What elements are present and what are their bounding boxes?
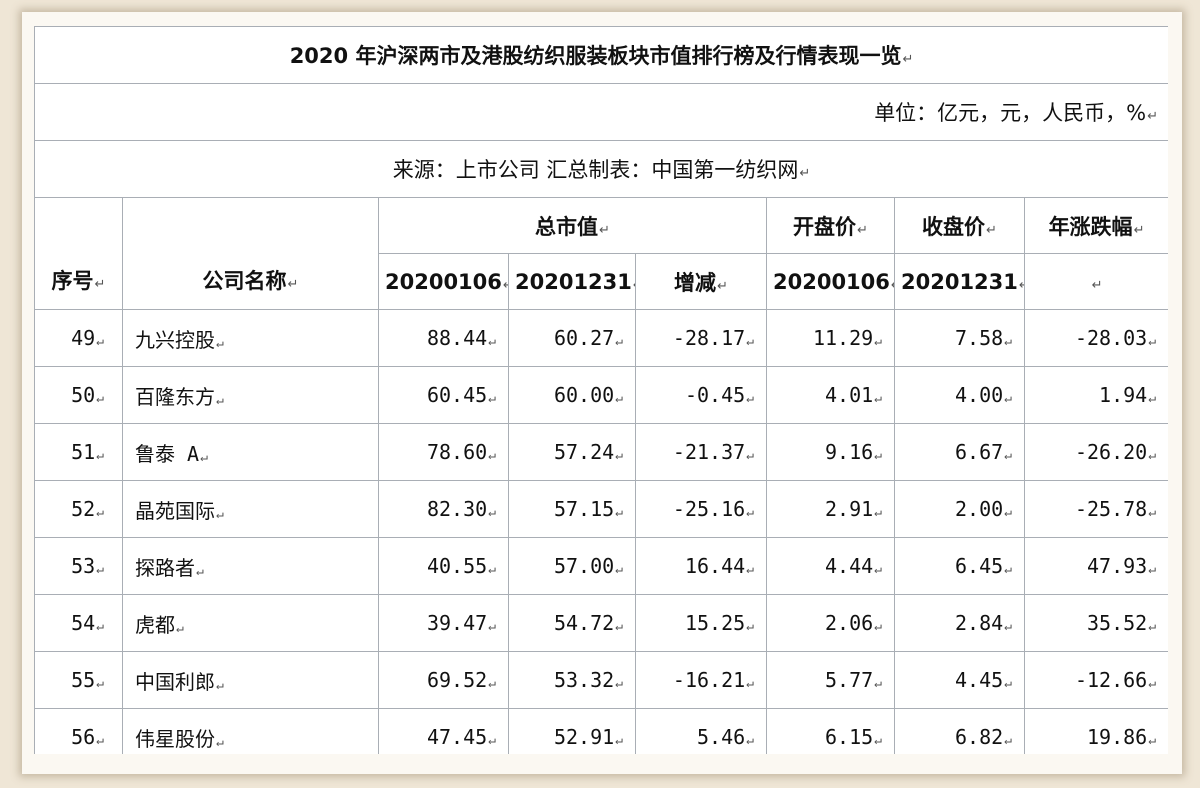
cell-cap-diff: -21.37↵ [635, 423, 767, 481]
cell-open-price: 4.44↵ [766, 537, 895, 595]
header-company-name: 公司名称↵ [122, 197, 379, 310]
cell-seq: 50↵ [34, 366, 123, 424]
cell-cap-end: 54.72↵ [508, 594, 636, 652]
cell-cap-diff: -16.21↵ [635, 651, 767, 709]
cell-annual-change: -25.78↵ [1023, 480, 1168, 538]
header-close-date: 20201231↵ [894, 253, 1025, 310]
cell-seq: 56↵ [34, 708, 123, 754]
cell-annual-change: -28.03↵ [1023, 309, 1168, 367]
cell-company-name: 伟星股份↵ [122, 708, 379, 754]
cell-seq: 52↵ [34, 480, 123, 538]
cell-cap-start: 78.60↵ [378, 423, 509, 481]
cell-close-price: 7.58↵ [894, 309, 1025, 367]
cell-company-name: 中国利郎↵ [122, 651, 379, 709]
cell-close-price: 6.45↵ [894, 537, 1025, 595]
cell-open-price: 11.29↵ [766, 309, 895, 367]
cell-annual-change: 47.93↵ [1023, 537, 1168, 595]
cell-cap-start: 88.44↵ [378, 309, 509, 367]
cell-seq: 51↵ [34, 423, 123, 481]
table-row: 55↵ 中国利郎↵ 69.52↵ 53.32↵ -16.21↵ 5.77↵ 4.45↵ -12… [34, 651, 1168, 709]
cell-cap-start: 60.45↵ [378, 366, 509, 424]
table-row: 50↵ 百隆东方↵ 60.45↵ 60.00↵ -0.45↵ 4.01↵ 4.00↵ 1.94… [34, 366, 1168, 424]
unit-note: 单位：亿元，元，人民币，%↵ [34, 83, 1168, 141]
header-change-blank: ↵ [1023, 253, 1168, 310]
cell-cap-start: 82.30↵ [378, 480, 509, 538]
table-row: 52↵ 晶苑国际↵ 82.30↵ 57.15↵ -25.16↵ 2.91↵ 2.00↵ -25… [34, 480, 1168, 538]
cell-company-name: 九兴控股↵ [122, 309, 379, 367]
header-open-price: 开盘价↵ [766, 197, 895, 254]
cell-annual-change: 19.86↵ [1023, 708, 1168, 754]
cell-close-price: 2.00↵ [894, 480, 1025, 538]
cell-cap-diff: -28.17↵ [635, 309, 767, 367]
cell-close-price: 6.82↵ [894, 708, 1025, 754]
cell-seq: 55↵ [34, 651, 123, 709]
cell-company-name: 百隆东方↵ [122, 366, 379, 424]
cell-cap-end: 60.00↵ [508, 366, 636, 424]
cell-seq: 49↵ [34, 309, 123, 367]
cell-cap-diff: 5.46↵ [635, 708, 767, 754]
cell-cap-diff: -25.16↵ [635, 480, 767, 538]
cell-close-price: 4.00↵ [894, 366, 1025, 424]
table-row: 51↵ 鲁泰 A↵ 78.60↵ 57.24↵ -21.37↵ 9.16↵ 6.67↵ -26… [34, 423, 1168, 481]
cell-open-price: 2.06↵ [766, 594, 895, 652]
cell-annual-change: 35.52↵ [1023, 594, 1168, 652]
table-row: 53↵ 探路者↵ 40.55↵ 57.00↵ 16.44↵ 4.44↵ 6.45↵ 47.93… [34, 537, 1168, 595]
cell-company-name: 虎都↵ [122, 594, 379, 652]
cell-cap-end: 52.91↵ [508, 708, 636, 754]
cell-cap-start: 40.55↵ [378, 537, 509, 595]
source-note: 来源：上市公司 汇总制表：中国第一纺织网↵ [34, 140, 1168, 198]
cell-cap-end: 60.27↵ [508, 309, 636, 367]
header-cap-date-end: 20201231↵ [508, 253, 636, 310]
cell-company-name: 鲁泰 A↵ [122, 423, 379, 481]
header-seq: 序号↵ [34, 197, 123, 310]
cell-cap-start: 69.52↵ [378, 651, 509, 709]
cell-cap-end: 57.15↵ [508, 480, 636, 538]
cell-cap-diff: 15.25↵ [635, 594, 767, 652]
header-market-cap: 总市值↵ [378, 197, 767, 254]
cell-company-name: 晶苑国际↵ [122, 480, 379, 538]
header-close-price: 收盘价↵ [894, 197, 1025, 254]
market-cap-table: 2020 年沪深两市及港股纺织服装板块市值排行榜及行情表现一览↵ 单位：亿元，元… [34, 26, 1168, 754]
cell-close-price: 2.84↵ [894, 594, 1025, 652]
header-cap-date-start: 20200106↵ [378, 253, 509, 310]
cell-open-price: 9.16↵ [766, 423, 895, 481]
cell-cap-diff: 16.44↵ [635, 537, 767, 595]
cell-cap-diff: -0.45↵ [635, 366, 767, 424]
cell-annual-change: 1.94↵ [1023, 366, 1168, 424]
cell-open-price: 2.91↵ [766, 480, 895, 538]
cell-annual-change: -12.66↵ [1023, 651, 1168, 709]
cell-cap-start: 39.47↵ [378, 594, 509, 652]
cell-cap-start: 47.45↵ [378, 708, 509, 754]
cell-annual-change: -26.20↵ [1023, 423, 1168, 481]
header-open-date: 20200106↵ [766, 253, 895, 310]
cell-seq: 54↵ [34, 594, 123, 652]
cell-seq: 53↵ [34, 537, 123, 595]
table-row: 54↵ 虎都↵ 39.47↵ 54.72↵ 15.25↵ 2.06↵ 2.84↵ 35.52↵ [34, 594, 1168, 652]
header-cap-diff: 增减↵ [635, 253, 767, 310]
cell-open-price: 6.15↵ [766, 708, 895, 754]
cell-open-price: 5.77↵ [766, 651, 895, 709]
cell-open-price: 4.01↵ [766, 366, 895, 424]
cell-cap-end: 57.24↵ [508, 423, 636, 481]
ranking-table-sheet: 2020 年沪深两市及港股纺织服装板块市值排行榜及行情表现一览↵ 单位：亿元，元… [34, 26, 1168, 754]
header-annual-change: 年涨跌幅↵ [1023, 197, 1168, 254]
cell-close-price: 4.45↵ [894, 651, 1025, 709]
cell-cap-end: 53.32↵ [508, 651, 636, 709]
cell-cap-end: 57.00↵ [508, 537, 636, 595]
table-row: 49↵ 九兴控股↵ 88.44↵ 60.27↵ -28.17↵ 11.29↵ 7.58↵ -2… [34, 309, 1168, 367]
cell-close-price: 6.67↵ [894, 423, 1025, 481]
table-row: 56↵ 伟星股份↵ 47.45↵ 52.91↵ 5.46↵ 6.15↵ 6.82↵ 19.86… [34, 708, 1168, 754]
cell-company-name: 探路者↵ [122, 537, 379, 595]
table-title: 2020 年沪深两市及港股纺织服装板块市值排行榜及行情表现一览↵ [34, 26, 1168, 84]
